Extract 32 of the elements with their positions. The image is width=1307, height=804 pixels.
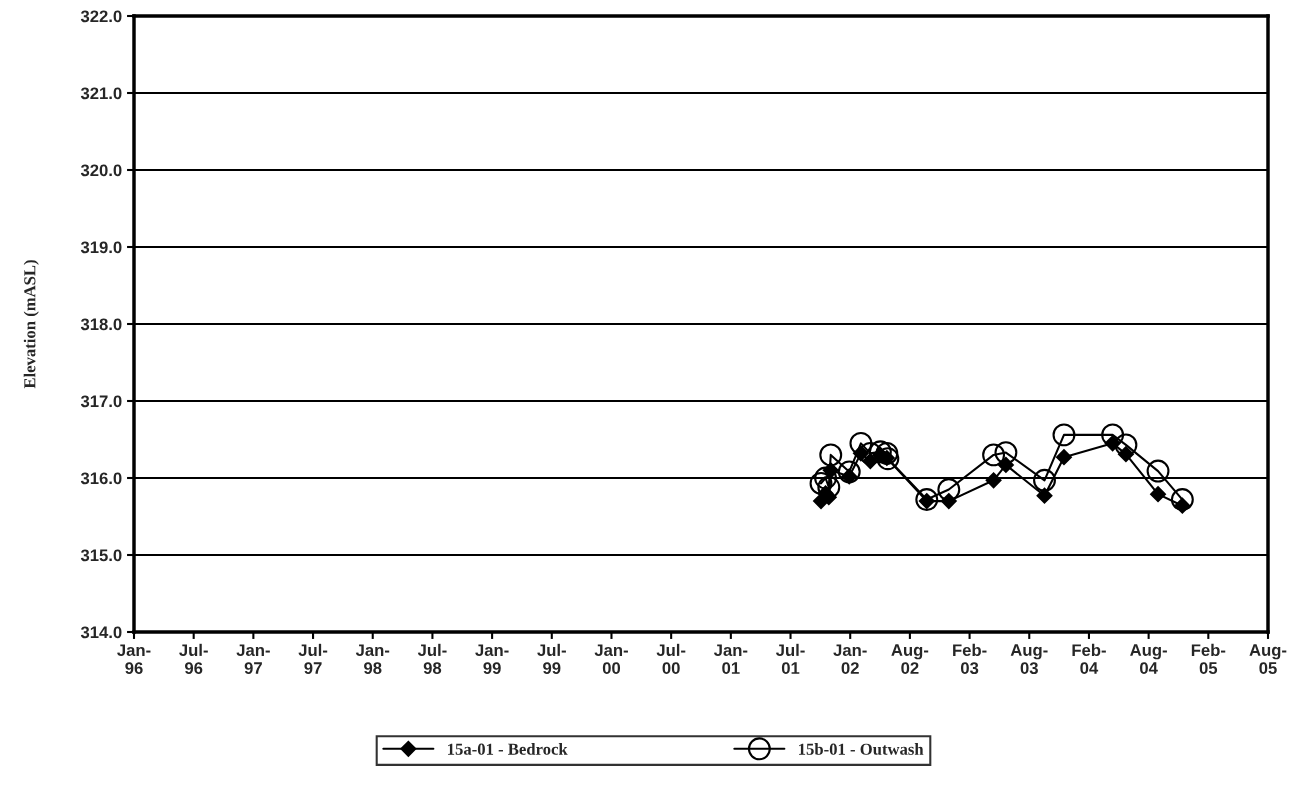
y-tick-label: 320.0	[80, 164, 122, 177]
y-tick-label: 314.0	[80, 626, 122, 639]
x-tick-label: Feb- 04	[1072, 643, 1106, 674]
y-tick-label: 319.0	[80, 241, 122, 254]
y-tick-label: 316.0	[80, 472, 122, 485]
x-tick-label: Jul- 96	[179, 643, 208, 674]
y-tick-label: 315.0	[80, 549, 122, 562]
x-tick-label: Jan- 99	[475, 644, 509, 674]
x-tick-label: Jul- 01	[775, 643, 805, 674]
y-tick-label: 317.0	[80, 395, 122, 408]
x-tick-label: Jul- 00	[656, 643, 686, 674]
x-tick-label: Aug- 05	[1249, 644, 1287, 674]
x-tick-label: Jul- 98	[417, 643, 447, 674]
x-tick-label: Jul- 97	[298, 643, 328, 674]
x-tick-label: Aug- 03	[1010, 644, 1048, 675]
x-tick-label: Jan- 98	[355, 644, 390, 674]
legend-label: 15b-01 - Outwash	[799, 743, 924, 755]
y-axis-title: Elevation (mASL)	[23, 260, 39, 389]
legend-label: 15a-01 - Bedrock	[448, 743, 568, 755]
x-tick-label: Jan- 02	[833, 644, 867, 674]
x-tick-label: Jan- 01	[713, 644, 748, 674]
x-tick-label: Aug- 04	[1130, 644, 1167, 674]
x-tick-label: Feb- 03	[953, 643, 987, 675]
x-tick-label: Feb- 05	[1191, 643, 1226, 674]
x-tick-label: Aug- 02	[891, 644, 929, 674]
x-tick-label: Jan- 00	[594, 644, 628, 674]
y-tick-label: 322.0	[80, 10, 122, 23]
y-tick-label: 321.0	[80, 87, 122, 100]
x-tick-label: Jul- 99	[537, 643, 566, 674]
y-tick-label: 318.0	[80, 318, 122, 331]
x-tick-label: Jan- 97	[236, 644, 270, 674]
x-tick-label: Jan- 96	[117, 644, 151, 674]
